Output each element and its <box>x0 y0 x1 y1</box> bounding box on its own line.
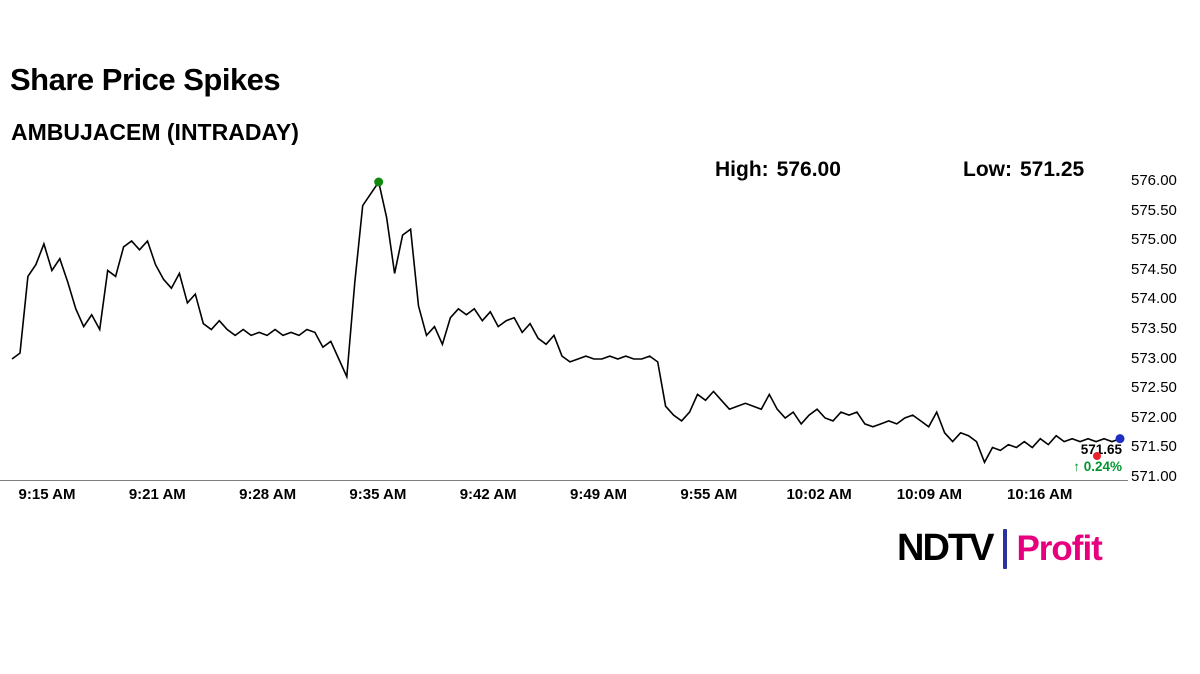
red-marker-dot <box>1093 452 1101 460</box>
ndtv-profit-logo: NDTV Profit <box>897 527 1103 570</box>
last-quote-annotation: 571.65 ↑ 0.24% <box>1010 442 1122 474</box>
y-axis-tick: 575.50 <box>1131 201 1177 219</box>
low-label: Low: <box>963 158 1012 181</box>
y-axis-tick: 571.00 <box>1131 468 1177 485</box>
x-axis-line <box>0 480 1128 481</box>
high-stat: High: 576.00 <box>715 158 841 182</box>
x-axis-tick: 9:15 AM <box>18 486 76 503</box>
last-price-dot <box>1115 434 1125 444</box>
x-axis-tick: 10:02 AM <box>786 486 852 503</box>
x-axis-tick: 10:16 AM <box>1007 486 1073 503</box>
x-axis-tick: 9:35 AM <box>349 486 407 503</box>
x-axis-tick: 9:21 AM <box>128 486 186 503</box>
y-axis-tick: 576.00 <box>1131 172 1177 189</box>
y-axis-tick: 572.50 <box>1131 379 1177 397</box>
x-axis-tick: 9:49 AM <box>570 486 627 503</box>
y-axis-tick: 573.00 <box>1131 349 1177 367</box>
x-axis-tick: 10:09 AM <box>896 486 963 503</box>
y-axis-tick: 571.50 <box>1131 438 1177 456</box>
y-axis-tick: 572.00 <box>1131 408 1177 426</box>
price-line <box>11 180 1121 465</box>
high-label: High: <box>715 158 769 181</box>
x-axis-tick: 9:55 AM <box>680 486 738 503</box>
last-price-label: 571.65 <box>1080 442 1122 457</box>
y-axis-tick: 574.00 <box>1131 290 1177 308</box>
y-axis-tick: 573.50 <box>1131 320 1177 337</box>
change-percent-label: ↑ 0.24% <box>1073 459 1122 474</box>
x-axis-tick: 9:28 AM <box>239 486 297 503</box>
high-value: 576.00 <box>776 158 841 181</box>
y-axis-tick: 575.00 <box>1131 231 1177 249</box>
low-stat: Low: 571.25 <box>963 158 1084 182</box>
ndtv-logo-text: NDTV <box>897 527 994 569</box>
y-axis-tick: 574.50 <box>1131 260 1177 278</box>
page-title: Share Price Spikes <box>10 62 281 97</box>
x-axis-tick: 9:42 AM <box>459 486 517 503</box>
logo-separator-bar <box>1003 528 1008 569</box>
chart-subtitle: AMBUJACEM (INTRADAY) <box>11 119 299 145</box>
profit-logo-text: Profit <box>1016 528 1102 568</box>
low-value: 571.25 <box>1019 158 1085 181</box>
peak-marker-dot <box>374 177 384 187</box>
